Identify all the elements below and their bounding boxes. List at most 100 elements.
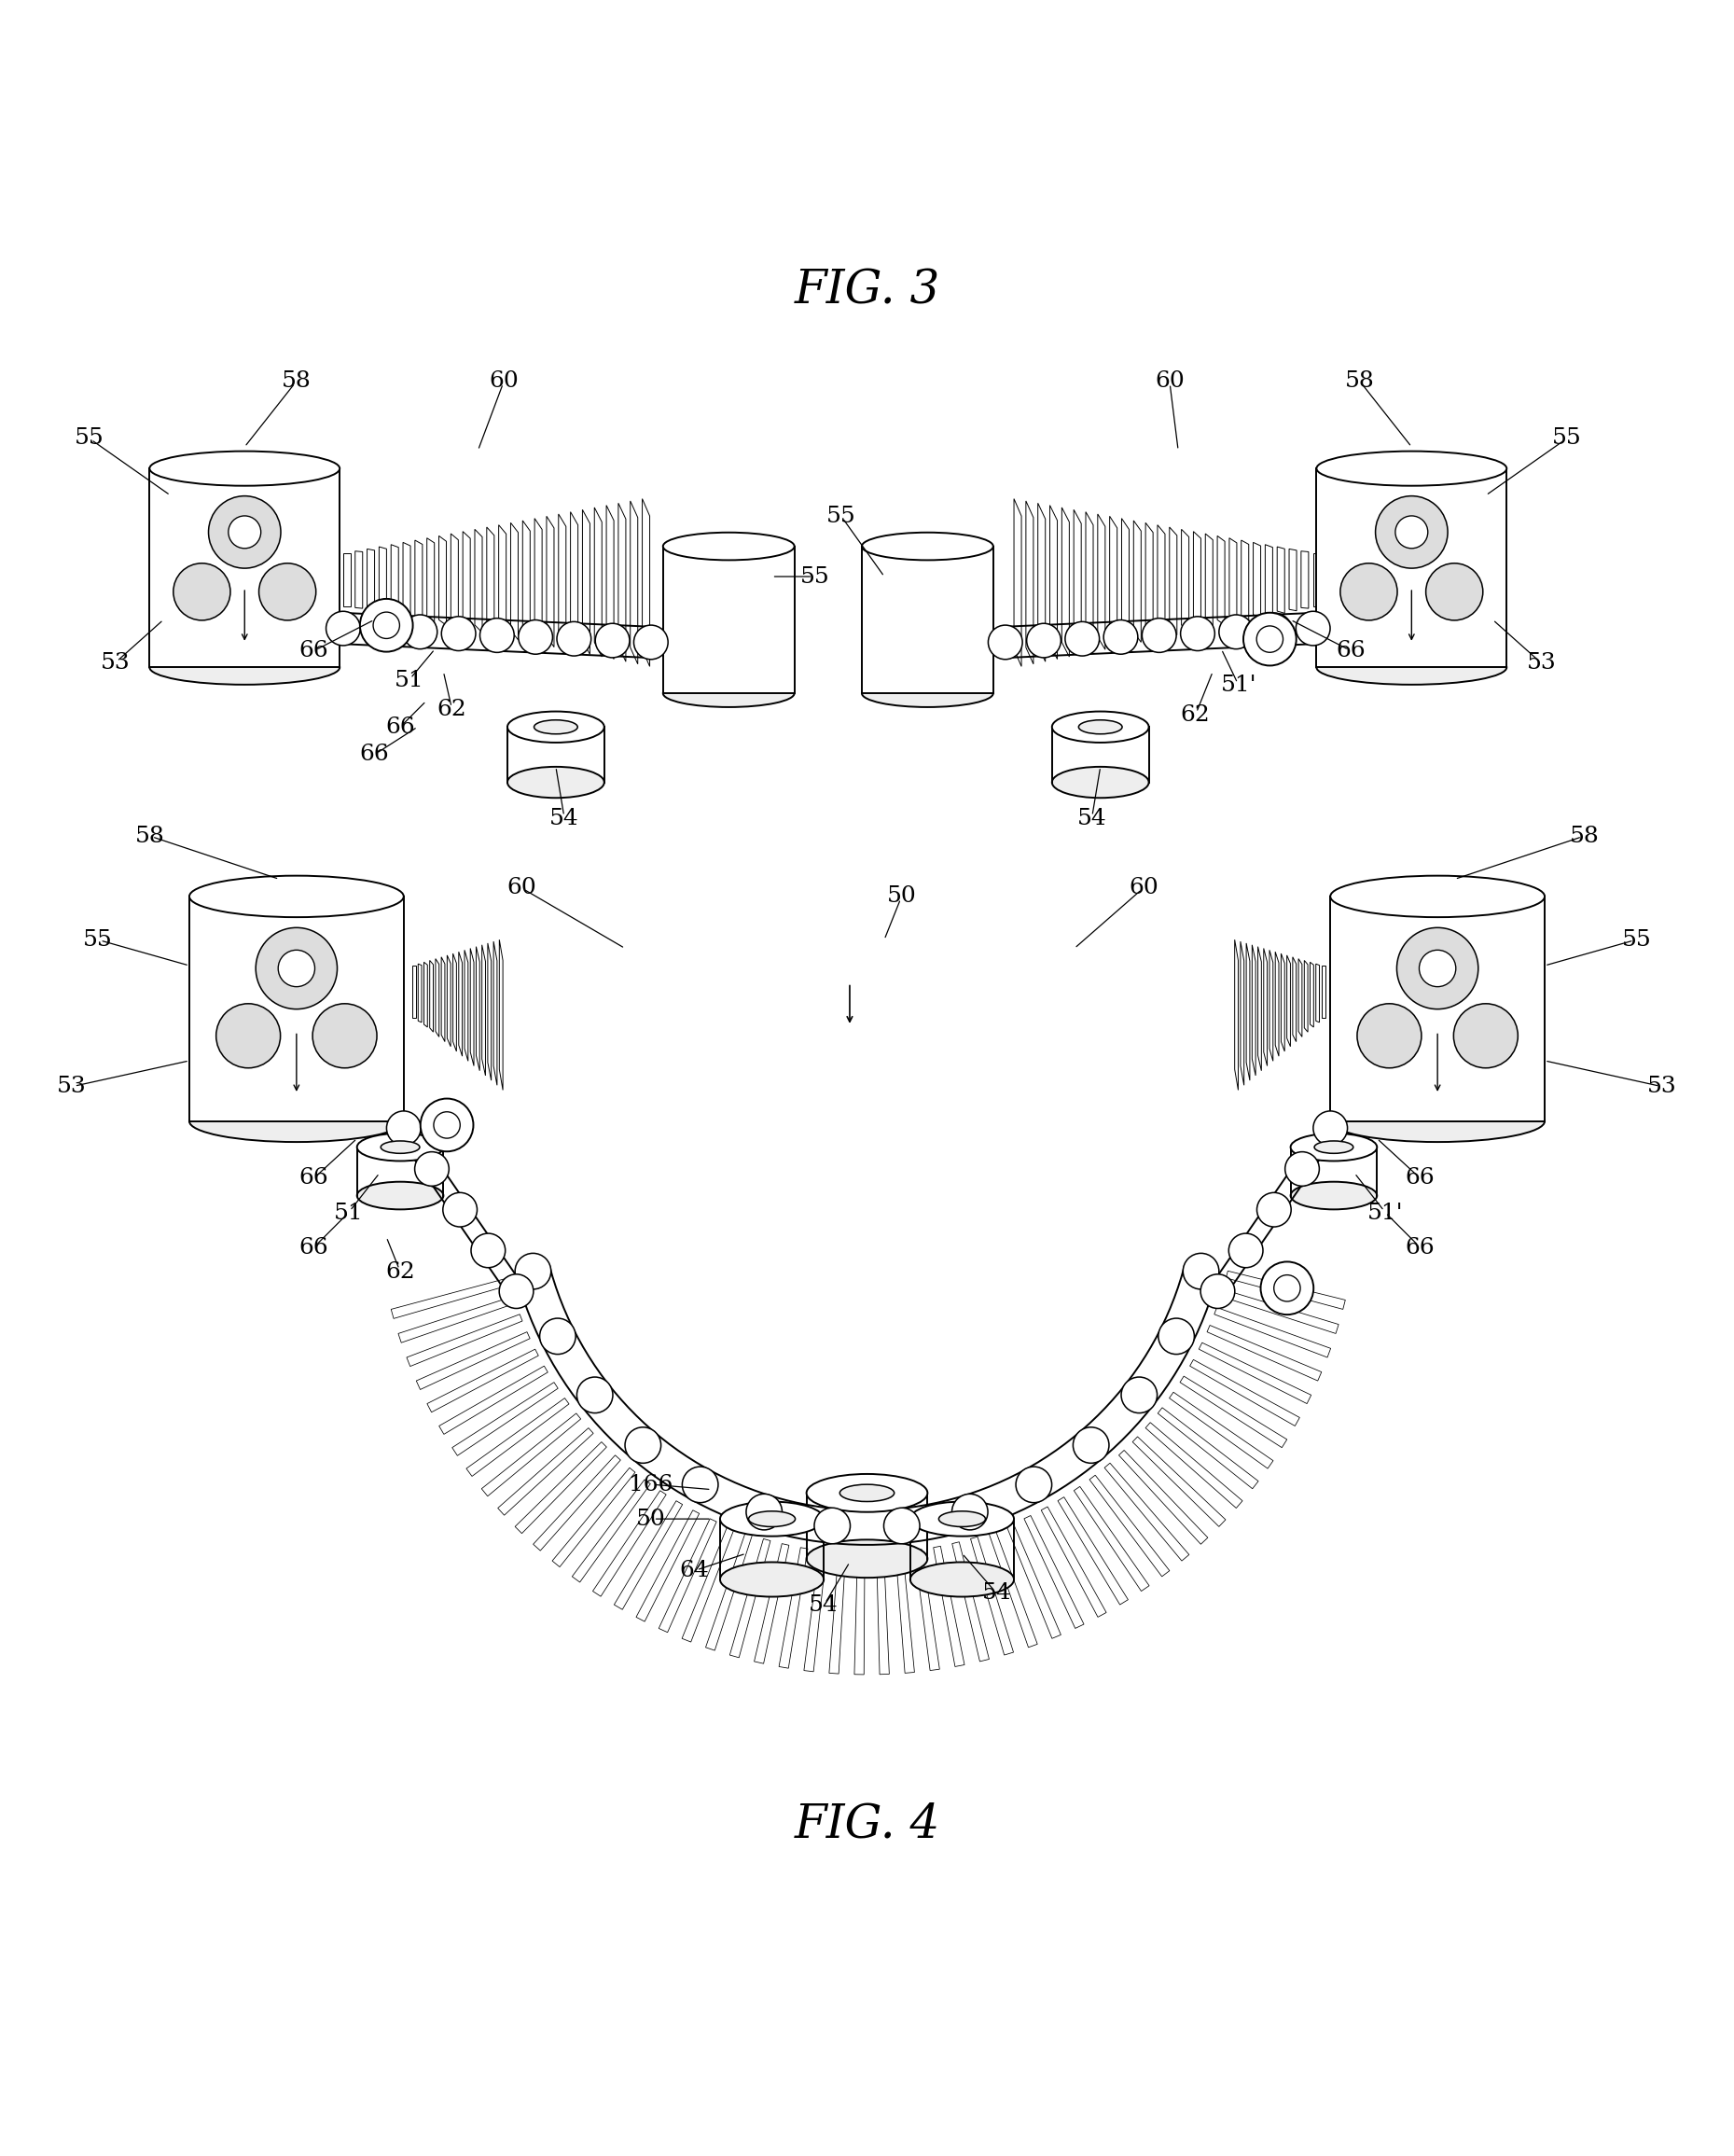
Text: 55: 55 — [83, 929, 113, 951]
Circle shape — [1073, 1427, 1110, 1464]
Polygon shape — [447, 955, 451, 1046]
Polygon shape — [392, 545, 399, 617]
Circle shape — [255, 927, 336, 1009]
Polygon shape — [418, 964, 421, 1022]
Polygon shape — [399, 1296, 515, 1343]
Polygon shape — [442, 957, 446, 1041]
Polygon shape — [380, 548, 387, 612]
Text: 54: 54 — [810, 1595, 839, 1617]
Polygon shape — [435, 959, 439, 1037]
Polygon shape — [427, 1350, 539, 1412]
Ellipse shape — [1053, 711, 1150, 742]
Ellipse shape — [1314, 1141, 1353, 1153]
Ellipse shape — [862, 533, 994, 561]
Polygon shape — [1247, 942, 1250, 1080]
Circle shape — [1453, 1005, 1517, 1067]
Polygon shape — [1110, 515, 1117, 647]
Polygon shape — [1073, 509, 1082, 655]
Polygon shape — [572, 1479, 650, 1583]
Polygon shape — [1266, 545, 1273, 617]
Circle shape — [1375, 496, 1448, 569]
Circle shape — [1183, 1253, 1219, 1289]
Polygon shape — [1330, 897, 1545, 1121]
Polygon shape — [1193, 533, 1202, 630]
Circle shape — [442, 617, 475, 651]
Text: FIG. 3: FIG. 3 — [794, 267, 940, 315]
Polygon shape — [1118, 1451, 1209, 1544]
Circle shape — [952, 1494, 988, 1531]
Polygon shape — [1269, 951, 1273, 1061]
Circle shape — [258, 563, 316, 621]
Polygon shape — [607, 505, 614, 660]
Polygon shape — [779, 1548, 808, 1669]
Polygon shape — [1257, 946, 1261, 1072]
Ellipse shape — [806, 1539, 928, 1578]
Polygon shape — [515, 1442, 607, 1533]
Polygon shape — [460, 951, 463, 1056]
Polygon shape — [407, 1315, 522, 1367]
Circle shape — [1313, 1110, 1347, 1145]
Polygon shape — [1274, 951, 1278, 1056]
Polygon shape — [1217, 537, 1224, 625]
Polygon shape — [1235, 940, 1238, 1091]
Polygon shape — [855, 1552, 865, 1675]
Ellipse shape — [806, 1475, 928, 1511]
Polygon shape — [546, 515, 555, 647]
Text: 53: 53 — [57, 1076, 87, 1097]
Circle shape — [1229, 1233, 1262, 1268]
Polygon shape — [482, 944, 486, 1076]
Circle shape — [472, 1233, 505, 1268]
Circle shape — [1219, 614, 1254, 649]
Ellipse shape — [189, 875, 404, 916]
Polygon shape — [1221, 1289, 1339, 1335]
Ellipse shape — [534, 720, 577, 733]
Polygon shape — [895, 1552, 914, 1673]
Text: 58: 58 — [135, 826, 165, 847]
Circle shape — [1200, 1274, 1235, 1309]
Polygon shape — [706, 1533, 753, 1651]
Circle shape — [326, 612, 361, 645]
Polygon shape — [413, 966, 416, 1018]
Circle shape — [746, 1494, 782, 1531]
Polygon shape — [595, 507, 602, 658]
Polygon shape — [430, 959, 434, 1033]
Polygon shape — [1098, 513, 1105, 649]
Circle shape — [1158, 1317, 1195, 1354]
Text: 51: 51 — [394, 671, 423, 692]
Circle shape — [884, 1507, 919, 1544]
Text: 50: 50 — [636, 1509, 666, 1529]
Polygon shape — [1073, 1485, 1150, 1591]
Polygon shape — [583, 509, 590, 655]
Circle shape — [434, 1112, 460, 1138]
Polygon shape — [1278, 548, 1285, 612]
Circle shape — [1398, 927, 1479, 1009]
Polygon shape — [1311, 962, 1314, 1026]
Text: 60: 60 — [506, 877, 536, 899]
Ellipse shape — [1079, 720, 1122, 733]
Polygon shape — [451, 535, 458, 627]
Circle shape — [442, 1192, 477, 1227]
Ellipse shape — [508, 768, 603, 798]
Polygon shape — [988, 1531, 1037, 1647]
Polygon shape — [482, 1414, 581, 1496]
Polygon shape — [1040, 1507, 1106, 1617]
Polygon shape — [914, 1550, 940, 1671]
Polygon shape — [475, 528, 482, 632]
Text: 66: 66 — [1406, 1169, 1436, 1188]
Polygon shape — [1292, 957, 1297, 1041]
Polygon shape — [494, 942, 498, 1084]
Text: 62: 62 — [1181, 705, 1210, 727]
Polygon shape — [466, 1397, 569, 1477]
Polygon shape — [1316, 964, 1320, 1022]
Polygon shape — [392, 1279, 510, 1319]
Circle shape — [1274, 1274, 1300, 1302]
Polygon shape — [1158, 524, 1165, 638]
Polygon shape — [1313, 554, 1321, 606]
Circle shape — [1285, 1151, 1320, 1186]
Polygon shape — [1025, 1516, 1084, 1628]
Text: 58: 58 — [1346, 371, 1375, 392]
Text: 55: 55 — [1552, 427, 1581, 448]
Polygon shape — [754, 1544, 789, 1664]
Ellipse shape — [149, 651, 340, 686]
Text: 55: 55 — [1621, 929, 1651, 951]
